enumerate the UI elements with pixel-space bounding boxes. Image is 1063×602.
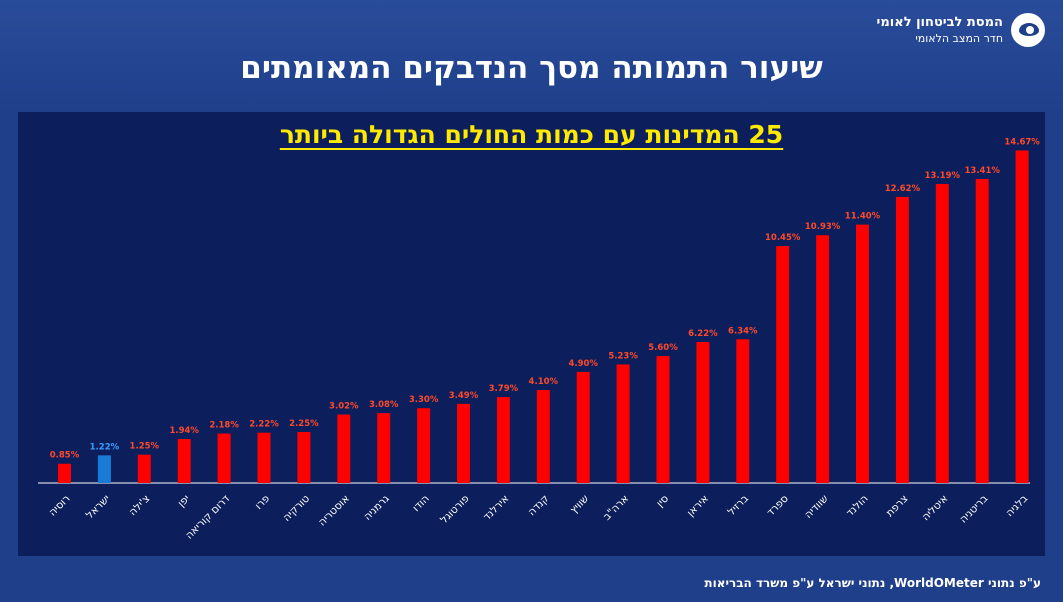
category-label: איטליה [920, 493, 951, 524]
bar [895, 196, 909, 483]
org-unit: חדר המצב הלאומי [915, 31, 1003, 45]
bar [257, 432, 271, 483]
chart-title-text: 25 המדינות עם כמות החולים הגדולה ביותר [279, 120, 784, 149]
bar [496, 397, 510, 483]
bar [97, 455, 111, 483]
value-label: 1.94% [169, 426, 199, 436]
bar [1015, 150, 1029, 483]
category-label: רוסיה [47, 493, 73, 519]
value-label: 6.34% [728, 326, 758, 336]
bar [776, 246, 790, 483]
bar [217, 433, 231, 483]
category-label: ישראל [84, 493, 113, 522]
value-label: 1.22% [90, 442, 120, 452]
org-logo: המסת לביטחון לאומי חדר המצב הלאומי [845, 10, 1045, 50]
bar [656, 356, 670, 483]
bar [736, 339, 750, 483]
value-label: 10.45% [765, 233, 801, 243]
category-label: בריטניה [957, 493, 990, 526]
category-label: פורטוגל [438, 493, 471, 526]
category-label: סין [654, 493, 671, 510]
category-label: שוודיה [802, 493, 830, 521]
value-label: 12.62% [885, 184, 921, 194]
category-label: בלגיה [1004, 493, 1031, 520]
value-label: 3.30% [409, 395, 439, 405]
category-label: אוסטריה [316, 493, 352, 529]
bar [616, 364, 630, 483]
bar [457, 403, 470, 483]
value-label: 3.08% [369, 400, 399, 410]
bar [536, 390, 550, 483]
value-label: 1.25% [130, 442, 160, 452]
value-label: 3.79% [489, 384, 519, 394]
category-label: צ'ילה [127, 493, 153, 519]
bar [975, 178, 989, 483]
value-label: 13.41% [964, 166, 1000, 176]
category-label: ספרד [765, 493, 791, 519]
category-label: שוויץ [568, 493, 591, 516]
bar [417, 408, 431, 483]
source-note: ע"פ נתוני WorldOMeter, נתוני ישראל ע"פ מ… [704, 576, 1041, 590]
bar [935, 183, 949, 483]
bar [576, 371, 590, 483]
value-label: 2.22% [249, 420, 279, 430]
bar [856, 224, 869, 483]
value-label: 5.60% [648, 343, 678, 353]
bar [137, 454, 151, 483]
chart-panel: 25 המדינות עם כמות החולים הגדולה ביותר 0… [18, 112, 1045, 556]
value-label: 4.10% [529, 377, 559, 387]
category-label: איראן [685, 493, 711, 519]
eye-logo-icon [1011, 13, 1045, 47]
category-label: ארה"ב [601, 493, 631, 523]
value-label: 4.90% [568, 359, 598, 369]
bar [696, 341, 710, 483]
value-label: 14.67% [1004, 137, 1040, 147]
value-label: 5.23% [608, 351, 638, 361]
value-label: 6.22% [688, 329, 718, 339]
bar [177, 439, 191, 483]
chart-title: 25 המדינות עם כמות החולים הגדולה ביותר [18, 120, 1045, 149]
logo-text: המסת לביטחון לאומי חדר המצב הלאומי [877, 15, 1003, 46]
bar [377, 413, 391, 483]
category-label: ברזיל [725, 493, 750, 518]
page-title: שיעור התמותה מסך הנדבקים המאומתים [240, 50, 823, 86]
value-label: 3.02% [329, 402, 359, 412]
bar [297, 431, 311, 483]
value-label: 10.93% [805, 222, 841, 232]
value-label: 13.19% [925, 171, 961, 181]
category-label: אירלנד [481, 493, 512, 524]
category-label: קנדה [526, 493, 552, 519]
bar [337, 414, 351, 483]
category-label: צרפת [884, 493, 911, 520]
bar [816, 235, 830, 483]
bar-chart: 0.85% רוסיה 1.22% ישראל 1.25% צ'ילה 1.94% יפן 2.… [38, 137, 1040, 542]
category-label: הולנד [844, 493, 871, 520]
category-label: הודו [410, 493, 431, 514]
header-band [0, 0, 1063, 112]
value-label: 11.40% [845, 212, 881, 222]
org-name: המסת לביטחון לאומי [876, 14, 1003, 30]
category-label: פרו [253, 493, 272, 512]
category-label: יפן [176, 493, 193, 510]
bar [58, 463, 71, 483]
value-label: 0.85% [50, 451, 80, 461]
value-label: 2.18% [209, 421, 239, 431]
value-label: 3.49% [449, 391, 479, 401]
value-label: 2.25% [289, 419, 319, 429]
category-label: טורקיה [281, 493, 312, 524]
category-label: גרמניה [362, 492, 393, 523]
